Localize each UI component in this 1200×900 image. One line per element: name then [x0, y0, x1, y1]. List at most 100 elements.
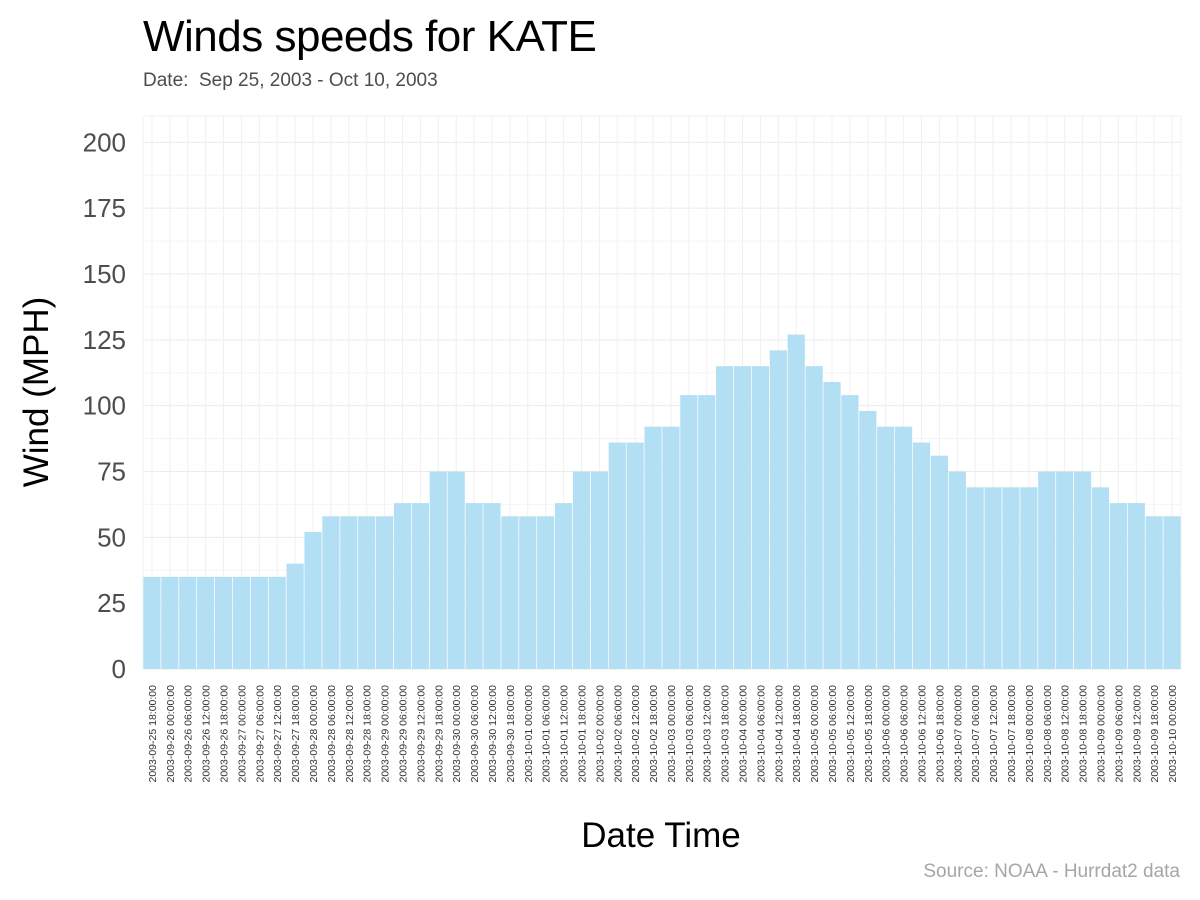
bar — [340, 516, 358, 669]
bar — [769, 350, 787, 669]
bar — [716, 366, 734, 669]
bar — [590, 471, 608, 669]
bar — [1145, 516, 1163, 669]
bar — [465, 503, 483, 669]
y-tick-label: 100 — [83, 391, 126, 421]
y-tick-label: 25 — [97, 588, 126, 618]
y-tick-label: 50 — [97, 522, 126, 552]
x-tick-label: 2003-10-03 06:00:00 — [684, 685, 696, 783]
x-tick-label: 2003-10-06 06:00:00 — [899, 685, 911, 783]
x-tick-label: 2003-10-02 12:00:00 — [630, 685, 642, 783]
x-tick-label: 2003-09-29 12:00:00 — [415, 685, 427, 783]
bar — [393, 503, 412, 669]
bar — [411, 503, 429, 669]
bar — [841, 395, 859, 669]
y-axis-title: Wind (MPH) — [17, 297, 56, 488]
y-tick-label: 75 — [97, 457, 126, 487]
x-tick-label: 2003-10-08 18:00:00 — [1078, 685, 1090, 783]
x-tick-label: 2003-10-03 12:00:00 — [702, 685, 714, 783]
bar — [948, 471, 966, 669]
bar — [626, 442, 644, 669]
x-tick-label: 2003-10-01 18:00:00 — [576, 685, 588, 783]
x-tick-label: 2003-09-28 12:00:00 — [344, 685, 356, 783]
x-tick-label: 2003-10-02 00:00:00 — [594, 685, 606, 783]
bar — [644, 426, 662, 669]
x-tick-label: 2003-10-04 00:00:00 — [738, 685, 750, 783]
chart-subtitle: Date: Sep 25, 2003 - Oct 10, 2003 — [143, 70, 438, 91]
bar — [1020, 487, 1038, 669]
x-tick-label: 2003-10-07 18:00:00 — [1006, 685, 1018, 783]
x-tick-label: 2003-10-07 12:00:00 — [988, 685, 1000, 783]
x-tick-label: 2003-10-05 00:00:00 — [809, 685, 821, 783]
x-tick-label: 2003-09-27 00:00:00 — [236, 685, 248, 783]
x-tick-label: 2003-09-27 06:00:00 — [254, 685, 266, 783]
x-tick-label: 2003-10-04 12:00:00 — [773, 685, 785, 783]
x-tick-label: 2003-09-27 18:00:00 — [290, 685, 302, 783]
bar — [501, 516, 519, 669]
bar — [232, 576, 251, 669]
bar — [1091, 487, 1110, 669]
x-tick-label: 2003-10-03 00:00:00 — [666, 685, 678, 783]
x-tick-label: 2003-09-26 18:00:00 — [219, 685, 231, 783]
bar — [214, 576, 233, 669]
bar — [859, 410, 877, 669]
bar — [554, 503, 573, 669]
x-tick-label: 2003-10-09 06:00:00 — [1113, 685, 1125, 783]
bar — [1073, 471, 1092, 669]
bar — [1127, 503, 1145, 669]
x-tick-label: 2003-10-06 00:00:00 — [881, 685, 893, 783]
chart-title: Winds speeds for KATE — [143, 12, 597, 61]
y-tick-label: 150 — [83, 259, 126, 289]
chart-caption: Source: NOAA - Hurrdat2 data — [923, 861, 1180, 882]
x-tick-label: 2003-10-05 18:00:00 — [863, 685, 875, 783]
x-tick-label: 2003-10-07 06:00:00 — [970, 685, 982, 783]
bar — [250, 576, 268, 669]
bar — [1109, 503, 1127, 669]
y-tick-label: 200 — [83, 127, 126, 157]
x-tick-label: 2003-10-03 18:00:00 — [720, 685, 732, 783]
x-tick-label: 2003-09-26 12:00:00 — [201, 685, 213, 783]
x-tick-label: 2003-10-08 06:00:00 — [1042, 685, 1054, 783]
x-tick-label: 2003-09-30 00:00:00 — [451, 685, 463, 783]
bar — [179, 576, 197, 669]
bar — [912, 442, 931, 669]
y-tick-label: 175 — [83, 193, 126, 223]
x-tick-label: 2003-10-08 12:00:00 — [1060, 685, 1072, 783]
x-tick-label: 2003-10-02 06:00:00 — [612, 685, 624, 783]
bar — [787, 334, 805, 669]
x-tick-label: 2003-10-07 00:00:00 — [952, 685, 964, 783]
x-tick-label: 2003-10-09 18:00:00 — [1149, 685, 1161, 783]
bar — [447, 471, 465, 669]
x-tick-label: 2003-09-26 06:00:00 — [183, 685, 195, 783]
x-axis-title: Date Time — [581, 816, 741, 855]
bar — [984, 487, 1002, 669]
bar — [662, 426, 680, 669]
x-tick-label: 2003-10-05 12:00:00 — [845, 685, 857, 783]
x-axis-ticks: 2003-09-25 18:00:00 2003-09-26 00:00:00 20… — [147, 685, 1179, 783]
bar — [680, 395, 698, 669]
x-tick-label: 2003-09-29 18:00:00 — [433, 685, 445, 783]
bars — [143, 334, 1181, 669]
bar — [161, 576, 179, 669]
bar — [823, 381, 841, 669]
bar — [930, 455, 948, 669]
x-tick-label: 2003-09-26 00:00:00 — [165, 685, 177, 783]
bar — [572, 471, 591, 669]
x-tick-label: 2003-09-28 06:00:00 — [326, 685, 338, 783]
x-tick-label: 2003-09-28 18:00:00 — [362, 685, 374, 783]
x-tick-label: 2003-09-30 12:00:00 — [487, 685, 499, 783]
x-tick-label: 2003-10-08 00:00:00 — [1024, 685, 1036, 783]
bar — [608, 442, 626, 669]
bar — [519, 516, 537, 669]
x-tick-label: 2003-10-10 00:00:00 — [1167, 685, 1179, 783]
x-tick-label: 2003-09-30 06:00:00 — [469, 685, 481, 783]
x-tick-label: 2003-10-06 12:00:00 — [917, 685, 929, 783]
x-tick-label: 2003-10-09 12:00:00 — [1131, 685, 1143, 783]
y-tick-label: 0 — [112, 654, 126, 684]
bar — [304, 532, 322, 669]
x-tick-label: 2003-09-27 12:00:00 — [272, 685, 284, 783]
bar — [1163, 516, 1181, 669]
bar — [751, 366, 770, 669]
bar — [966, 487, 984, 669]
